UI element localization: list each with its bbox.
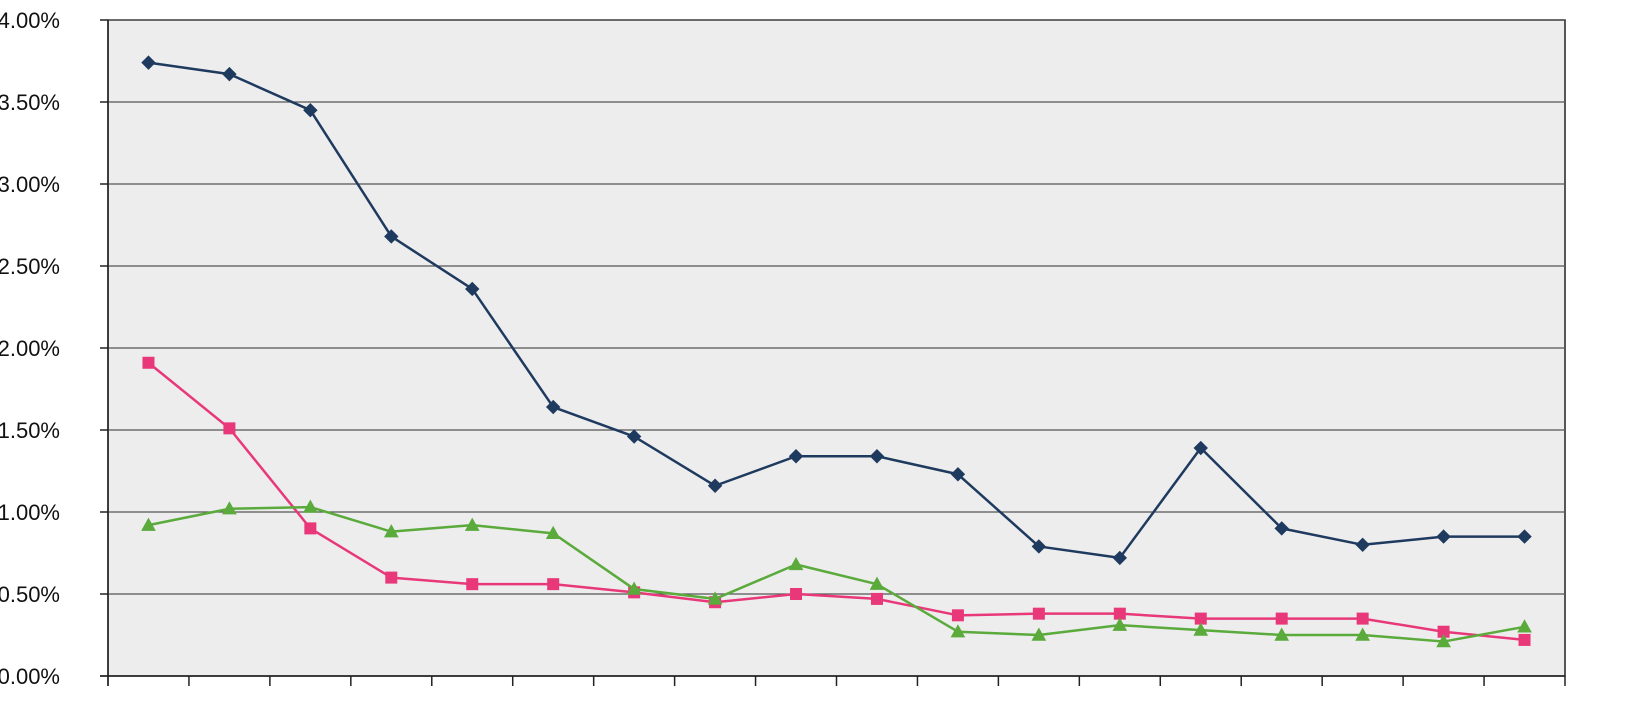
series-2-point [1032,607,1045,620]
series-3-point [707,591,723,605]
series-3-point [1193,622,1209,636]
y-tick-label: 3.00% [0,172,60,197]
series-2-point [1518,633,1531,646]
series-1-point [1112,550,1128,566]
y-tick-label: 0.50% [0,582,60,607]
series-3-point [788,556,804,571]
y-tick-label: 2.00% [0,336,60,361]
series-1-point [1031,539,1047,554]
series-3-point [1436,634,1451,648]
series-2-point [1113,607,1126,620]
gridlines [108,19,1565,595]
series-3-point [222,501,237,515]
series-1-point [707,478,723,493]
series-3-point [1355,627,1370,641]
series-1-point [1436,529,1451,544]
series-3-point [1274,627,1290,641]
series-2-point [142,356,155,369]
series-1-point [141,55,156,70]
series-1-point [384,229,399,244]
series-2-point [1356,612,1369,625]
series-1-point [950,467,966,482]
y-tick-label: 1.50% [0,418,60,443]
series-3-point [464,517,480,531]
x-axis-ticks [107,676,1566,686]
series-3-point [1112,617,1128,631]
series-2-point [547,578,560,591]
series-2-point [1194,612,1207,625]
series-1-point [1355,537,1370,553]
series-1-point [222,66,237,82]
series-3-point [383,524,399,538]
series-3-line [148,505,1525,643]
series-1-point [545,399,561,415]
series-2-point [223,422,236,435]
series-2-point [385,571,398,584]
series-1-point [1193,440,1208,456]
series-1-point [788,449,804,464]
series-3-point [303,499,318,513]
y-tick-label: 2.50% [0,254,60,279]
series-2-point [870,592,883,605]
series-2-point [1275,612,1288,625]
series-1-point [1274,521,1289,536]
series-2-point [304,522,317,535]
series-1 [141,55,1532,566]
y-tick-label: 1.00% [0,500,60,525]
series-2-line [147,361,1525,642]
series-3-point [141,517,156,531]
y-tick-label: 0.00% [0,664,60,689]
series-3-point [1517,619,1532,633]
series-1-point [869,449,885,464]
series-1-point [303,102,318,118]
series-1-line [148,61,1525,560]
series-3-point [626,581,642,595]
series-3-point [545,525,561,540]
series-group [141,55,1532,648]
y-axis-ticks: 0.00% 0.50% 1.00% 1.50% 2.00% 2.50% 3.00% 3.50%… [0,8,108,689]
series-1-point [1517,529,1532,544]
series-2-point [466,578,479,591]
series-1-point [465,281,480,297]
series-1-point [626,429,642,444]
series-2-point [951,609,964,622]
series-3-point [869,576,885,590]
series-3-point [1031,627,1047,641]
series-3 [141,499,1532,648]
y-tick-label: 3.50% [0,90,60,115]
series-2-point [790,588,803,600]
series-3-point [950,624,966,638]
y-tick-label: 4.00% [0,8,60,33]
